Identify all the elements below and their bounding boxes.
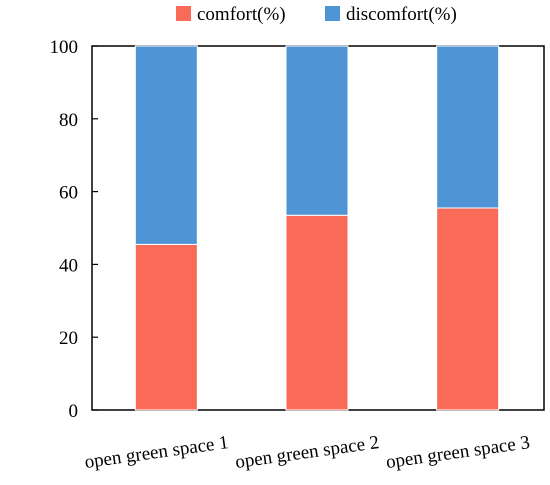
y-tick-label: 20 xyxy=(59,328,78,349)
x-category-label: open green space 1 xyxy=(83,432,230,473)
y-axis-ticks: 0 20 40 60 80 100 xyxy=(50,37,98,422)
legend-label-discomfort: discomfort(%) xyxy=(346,4,457,25)
y-tick-label: 60 xyxy=(59,183,78,204)
y-tick-label: 0 xyxy=(69,401,79,422)
x-category-label: open green space 2 xyxy=(234,432,381,473)
bar-comfort-2 xyxy=(285,214,349,411)
bar-discomfort-2 xyxy=(285,45,349,216)
bar-comfort-1 xyxy=(134,243,198,411)
x-axis-labels: open green space 1 open green space 2 open… xyxy=(83,432,531,473)
legend-label-comfort: comfort(%) xyxy=(197,4,286,25)
legend: comfort(%) discomfort(%) xyxy=(176,4,457,25)
bars xyxy=(134,45,500,411)
y-tick-label: 40 xyxy=(59,255,78,276)
x-category-label: open green space 3 xyxy=(385,432,532,473)
legend-swatch-discomfort xyxy=(325,6,340,21)
bar-discomfort-1 xyxy=(134,45,198,245)
legend-swatch-comfort xyxy=(176,6,191,21)
y-tick-label: 80 xyxy=(59,110,78,131)
bar-comfort-3 xyxy=(436,207,500,411)
y-tick-label: 100 xyxy=(50,37,79,58)
bar-discomfort-3 xyxy=(436,45,500,209)
